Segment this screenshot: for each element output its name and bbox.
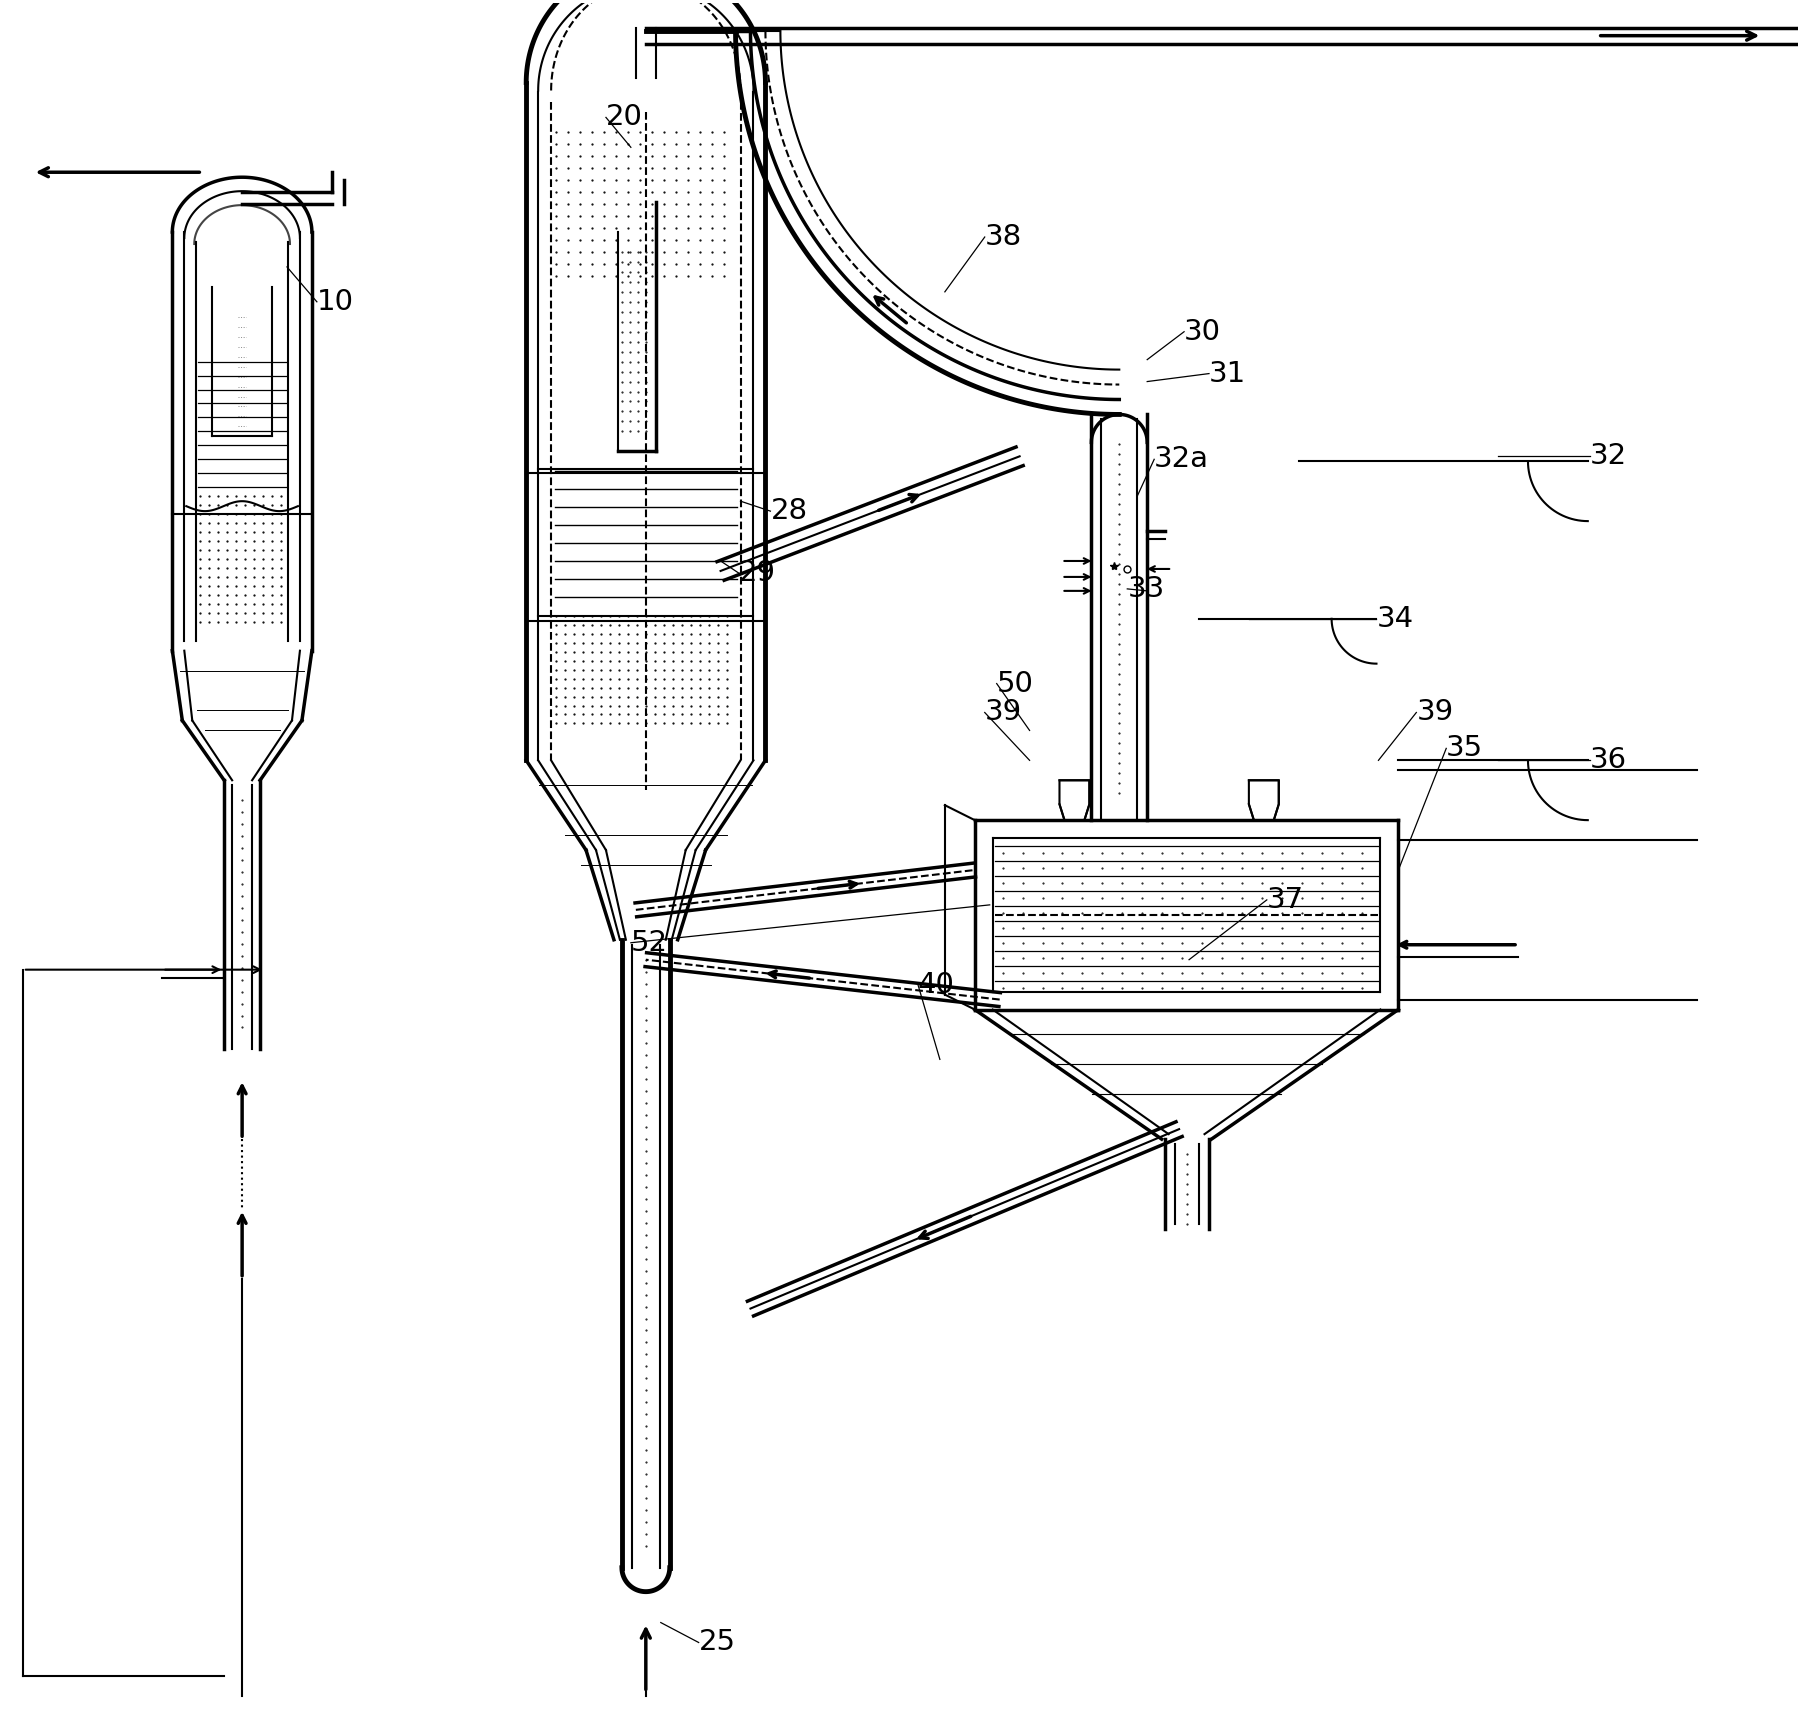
Text: 35: 35 [1446,735,1484,762]
Text: 33: 33 [1127,574,1165,603]
Text: 39: 39 [1416,699,1453,726]
Text: 31: 31 [1208,360,1246,387]
Text: 37: 37 [1266,885,1304,915]
Text: 39: 39 [985,699,1021,726]
Text: 20: 20 [605,104,643,131]
Polygon shape [1248,780,1279,820]
Text: 30: 30 [1183,318,1221,346]
Text: 40: 40 [919,970,955,999]
Text: 28: 28 [771,498,807,526]
Text: 52: 52 [630,928,668,956]
Text: 25: 25 [699,1629,735,1656]
Text: 38: 38 [985,223,1021,251]
Text: 36: 36 [1590,747,1626,775]
Text: 29: 29 [738,558,776,586]
Text: 34: 34 [1376,605,1414,633]
Text: 32: 32 [1590,443,1626,470]
Text: 32a: 32a [1154,446,1208,474]
Polygon shape [1059,780,1090,820]
Text: 10: 10 [317,287,353,316]
Text: 50: 50 [996,669,1034,697]
